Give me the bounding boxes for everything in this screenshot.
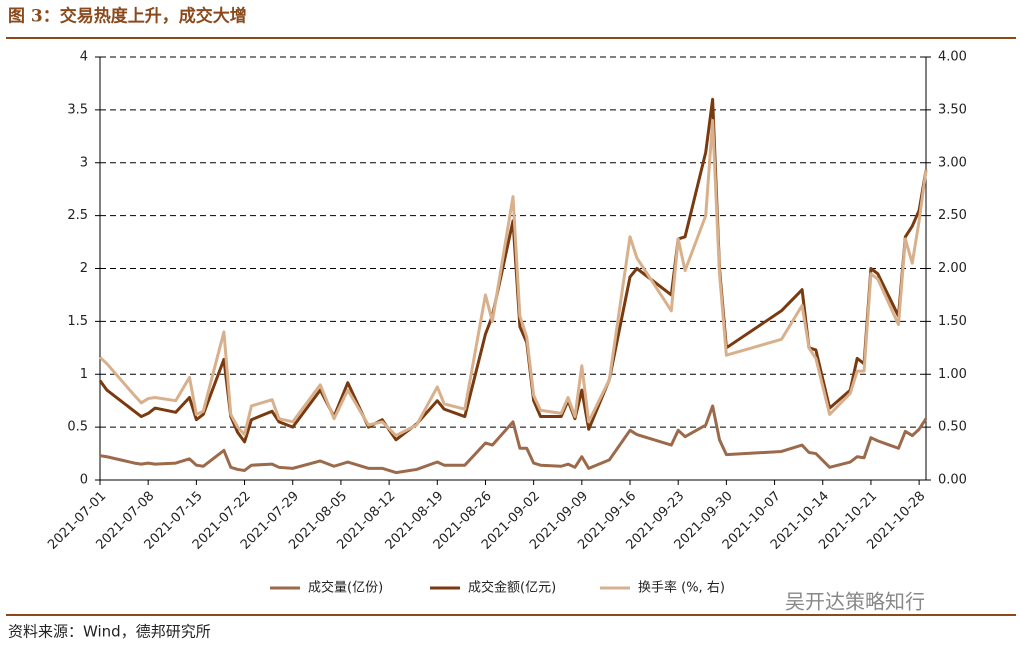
source-note: 资料来源：Wind，德邦研究所 <box>8 623 211 641</box>
chart-title: 图 3：交易热度上升，成交大增 <box>8 6 247 27</box>
series-line <box>98 97 928 444</box>
y-tick-label: 0.5 <box>67 420 88 435</box>
y2-tick-label: 4.00 <box>938 50 967 65</box>
y2-tick-label: 2.00 <box>938 261 967 276</box>
legend-label: 成交金额(亿元) <box>468 580 556 596</box>
y2-tick-label: 1.00 <box>938 367 967 382</box>
y2-tick-label: 1.50 <box>938 314 967 329</box>
series-line <box>99 404 928 475</box>
y2-tick-label: 0.00 <box>938 473 967 488</box>
y-tick-label: 1 <box>80 367 88 382</box>
y2-tick-label: 0.50 <box>938 420 967 435</box>
y2-tick-label: 3.00 <box>938 155 967 170</box>
y-tick-label: 1.5 <box>67 314 88 329</box>
y-tick-label: 4 <box>80 50 88 65</box>
y-tick-label: 2 <box>80 261 88 276</box>
y-tick-label: 2.5 <box>67 208 88 223</box>
series-line <box>98 118 928 438</box>
y2-tick-label: 2.50 <box>938 208 967 223</box>
y-tick-label: 0 <box>80 473 88 488</box>
y-tick-label: 3.5 <box>67 102 88 117</box>
y2-tick-label: 3.50 <box>938 102 967 117</box>
legend-label: 换手率 (%, 右) <box>638 580 725 596</box>
watermark: 吴开达策略知行 <box>785 590 925 614</box>
legend-label: 成交量(亿份) <box>308 580 383 596</box>
y-tick-label: 3 <box>80 155 88 170</box>
